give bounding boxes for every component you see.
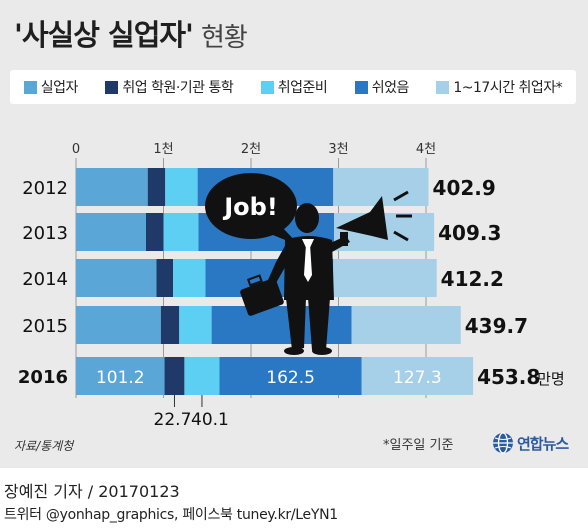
legend-swatch: [354, 80, 368, 94]
legend-item-short-hours: 1~17시간 취업자*: [436, 77, 563, 97]
chart-subtitle: 현황: [200, 23, 248, 53]
legend-swatch: [23, 80, 37, 94]
sound-line: [393, 190, 409, 202]
legend-item-unemployed: 실업자: [23, 77, 79, 97]
legend-item-job-prep: 취업준비: [260, 77, 328, 97]
legend-label: 실업자: [40, 80, 79, 96]
segment-value-label: 22.7: [154, 410, 192, 430]
segment-value-label: 127.3: [393, 368, 442, 388]
figure-head: [295, 203, 319, 233]
legend-label: 취업 학원·기관 통학: [122, 80, 234, 96]
total-label: 402.9: [433, 176, 496, 200]
total-label: 409.3: [438, 221, 501, 245]
legend-label: 1~17시간 취업자*: [453, 80, 563, 96]
necktie: [304, 244, 312, 282]
bar-segment: [76, 259, 157, 297]
bar-segment: [184, 357, 220, 395]
businessman-illustration: Job!: [205, 173, 412, 355]
category-label: 2012: [22, 178, 68, 199]
category-label: 2013: [22, 223, 68, 244]
x-tick-label: 1천: [153, 142, 173, 157]
bar-segment: [76, 306, 161, 344]
bar-segment: [361, 357, 474, 395]
figure-leg-right: [308, 298, 330, 350]
bar-segment: [76, 168, 148, 206]
total-unit-label: 만명: [537, 370, 565, 388]
figure-arm-left: [268, 244, 288, 283]
total-label: 412.2: [441, 267, 504, 291]
value-labels: 2012 402.9 2013 409.3 2014 412.2 2015 439.7 2016…: [18, 176, 565, 430]
briefcase-handle: [246, 274, 263, 287]
bar-segment: [179, 306, 212, 344]
bar-segment: [163, 213, 199, 251]
byline: 장예진 기자 / 20170123: [4, 482, 180, 501]
stacked-bar-chart: 0 1천 2천 3천 4천 Job! 2012 402.9 2013 409.3 2014 412…: [18, 142, 565, 430]
chart-title: '사실상 실업자': [14, 18, 194, 52]
footer-social: 트위터 @yonhap_graphics, 페이스북 tuney.kr/LeYN…: [4, 507, 338, 523]
bar-segment: [173, 259, 206, 297]
legend-item-academy: 취업 학원·기관 통학: [105, 77, 234, 97]
bar-segment: [76, 213, 146, 251]
legend-swatch: [105, 80, 119, 94]
bars: [76, 168, 474, 395]
bar-segment: [219, 357, 362, 395]
speech-bubble-text: Job!: [222, 193, 278, 221]
briefcase: [240, 278, 284, 316]
source-note: 자료/통계청: [14, 439, 74, 453]
megaphone: [336, 196, 388, 240]
segment-value-label: 40.1: [191, 410, 229, 430]
total-label: 439.7: [465, 314, 528, 338]
figure-shoe: [284, 347, 304, 355]
megaphone-handle: [340, 232, 348, 246]
category-label: 2016: [18, 367, 68, 388]
x-tick-label: 3천: [328, 142, 348, 157]
category-label: 2014: [22, 269, 68, 290]
legend-label: 쉬었음: [371, 80, 410, 96]
bar-segment: [164, 357, 185, 395]
bar-segment: [156, 259, 174, 297]
x-tick-label: 0: [72, 142, 80, 157]
bar-segment: [211, 306, 352, 344]
x-tick-label: 2천: [241, 142, 261, 157]
category-label: 2015: [22, 316, 68, 337]
x-tick-label: 4천: [416, 142, 436, 157]
total-label: 453.8: [477, 365, 540, 389]
bar-segment: [165, 168, 198, 206]
segment-value-label: 101.2: [96, 368, 145, 388]
legend-swatch: [260, 80, 274, 94]
logo-text: 연합뉴스: [517, 434, 569, 453]
legend-swatch: [436, 80, 450, 94]
bar-segment: [147, 168, 166, 206]
legend-label: 취업준비: [277, 80, 328, 96]
title-row: '사실상 실업자' 현황: [14, 14, 248, 54]
globe-icon: [493, 432, 513, 454]
legend: 실업자 취업 학원·기관 통학 취업준비 쉬었음 1~17시간 취업자*: [10, 70, 576, 104]
bar-segment: [160, 306, 180, 344]
segment-value-label: 162.5: [266, 368, 315, 388]
bar-segment: [333, 259, 437, 297]
figure-shoe: [312, 347, 332, 355]
bar-segment: [76, 357, 165, 395]
speech-bubble: [205, 173, 297, 239]
figure-leg-left: [286, 298, 306, 350]
bar-segment: [146, 213, 164, 251]
legend-item-rested: 쉬었음: [354, 77, 410, 97]
bar-segment: [351, 306, 461, 344]
yonhap-logo: 연합뉴스: [492, 432, 569, 454]
sound-line: [393, 230, 409, 242]
footnote: *일주일 기준: [383, 438, 454, 453]
